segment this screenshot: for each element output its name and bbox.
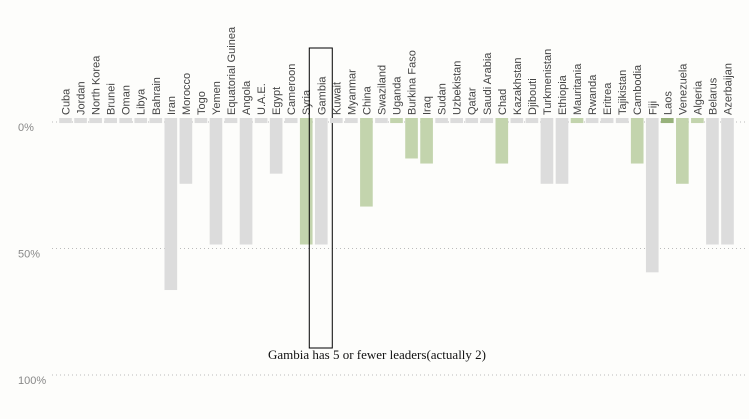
bar bbox=[299, 118, 313, 245]
x-tick-label: Chad bbox=[497, 89, 509, 115]
bar bbox=[525, 118, 539, 124]
x-tick-label: Libya bbox=[136, 88, 148, 115]
bar bbox=[104, 118, 117, 124]
highlight-box bbox=[308, 47, 333, 349]
bar bbox=[676, 118, 689, 184]
x-tick-label: Sudan bbox=[437, 83, 449, 115]
bar bbox=[375, 118, 388, 124]
bar bbox=[465, 118, 479, 124]
bar bbox=[420, 118, 433, 164]
x-tick-label: Eritrea bbox=[602, 82, 614, 115]
x-tick-label: Cambodia bbox=[632, 64, 644, 115]
x-tick-label: Belarus bbox=[707, 77, 719, 115]
x-tick-label: Saudi Arabia bbox=[482, 52, 494, 115]
x-tick-label: Tajikistan bbox=[617, 70, 629, 115]
x-tick-label: Cameroon bbox=[286, 64, 298, 115]
bar bbox=[164, 118, 178, 291]
bar bbox=[89, 118, 102, 124]
x-tick-label: Egypt bbox=[271, 87, 283, 115]
bar bbox=[585, 118, 599, 124]
x-tick-label: Uzbekistan bbox=[452, 61, 464, 115]
bar bbox=[134, 118, 148, 124]
bar bbox=[540, 118, 554, 184]
bar bbox=[360, 118, 373, 207]
bar bbox=[450, 118, 463, 124]
x-tick-label: Togo bbox=[196, 91, 208, 115]
bar bbox=[390, 118, 403, 124]
bar bbox=[254, 118, 268, 124]
bar bbox=[630, 118, 644, 164]
x-tick-label: Fiji bbox=[647, 101, 659, 115]
bar bbox=[179, 118, 193, 184]
x-tick-label: North Korea bbox=[91, 55, 103, 115]
x-tick-label: Swaziland bbox=[376, 65, 388, 115]
x-tick-label: Azerbaijan bbox=[722, 63, 734, 115]
x-tick-label: China bbox=[361, 85, 373, 115]
x-tick-label: Angola bbox=[241, 80, 253, 115]
bar bbox=[660, 118, 674, 124]
bar bbox=[405, 118, 418, 159]
bar bbox=[194, 118, 208, 124]
x-tick-label: Cuba bbox=[61, 88, 73, 115]
x-tick-label: Turkmenistan bbox=[542, 49, 554, 115]
bar bbox=[555, 118, 569, 184]
bar bbox=[570, 118, 584, 124]
x-tick-label: Equatorial Guinea bbox=[226, 26, 238, 115]
x-tick-label: Mauritania bbox=[572, 63, 584, 115]
x-tick-label: Qatar bbox=[467, 87, 479, 115]
x-tick-label: Iran bbox=[166, 96, 178, 115]
x-tick-label: Gambia bbox=[316, 76, 328, 115]
bar bbox=[209, 118, 223, 245]
bar bbox=[721, 118, 734, 245]
bar bbox=[645, 118, 659, 273]
bar bbox=[615, 118, 629, 124]
x-tick-label: Myanmar bbox=[346, 69, 358, 115]
bar bbox=[239, 118, 253, 245]
bar bbox=[706, 118, 719, 245]
x-tick-label: Burkina Faso bbox=[407, 50, 419, 115]
x-tick-label: Oman bbox=[121, 85, 133, 115]
bar bbox=[59, 118, 72, 124]
x-tick-label: Venezuela bbox=[677, 63, 689, 115]
x-tick-label: Laos bbox=[662, 91, 674, 115]
bar bbox=[284, 118, 298, 124]
x-tick-label: Kazakhstan bbox=[512, 58, 524, 115]
x-tick-label: Yemen bbox=[211, 81, 223, 115]
x-tick-label: Kuwait bbox=[331, 82, 343, 115]
bar bbox=[224, 118, 238, 124]
bar bbox=[149, 118, 163, 124]
y-tick-label: 0% bbox=[18, 122, 34, 134]
bar bbox=[314, 118, 328, 245]
bar bbox=[345, 118, 358, 124]
bar bbox=[691, 118, 704, 124]
x-tick-label: Djibouti bbox=[527, 78, 539, 115]
y-tick-label: 100% bbox=[18, 375, 46, 387]
x-tick-label: Brunei bbox=[106, 83, 118, 115]
x-tick-label: Rwanda bbox=[587, 74, 599, 115]
bar bbox=[74, 118, 87, 124]
x-tick-label: Morocco bbox=[181, 73, 193, 115]
x-tick-label: Jordan bbox=[76, 81, 88, 115]
x-tick-label: Bahrain bbox=[151, 77, 163, 115]
bar bbox=[495, 118, 509, 164]
bar bbox=[330, 118, 343, 124]
y-tick-label: 50% bbox=[18, 248, 40, 260]
bar bbox=[269, 118, 283, 174]
x-tick-label: Syria bbox=[301, 89, 313, 115]
x-tick-label: Iraq bbox=[422, 96, 434, 115]
bar bbox=[480, 118, 494, 124]
x-tick-label: U.A.E. bbox=[256, 83, 268, 115]
bar bbox=[119, 118, 133, 124]
annotation: Gambia has 5 or fewer leaders(actually 2… bbox=[268, 347, 486, 362]
bar bbox=[510, 118, 524, 124]
bar bbox=[600, 118, 614, 124]
bar bbox=[435, 118, 448, 124]
x-tick-label: Uganda bbox=[392, 76, 404, 115]
x-tick-label: Algeria bbox=[692, 80, 704, 115]
x-tick-label: Ethiopia bbox=[557, 74, 569, 115]
